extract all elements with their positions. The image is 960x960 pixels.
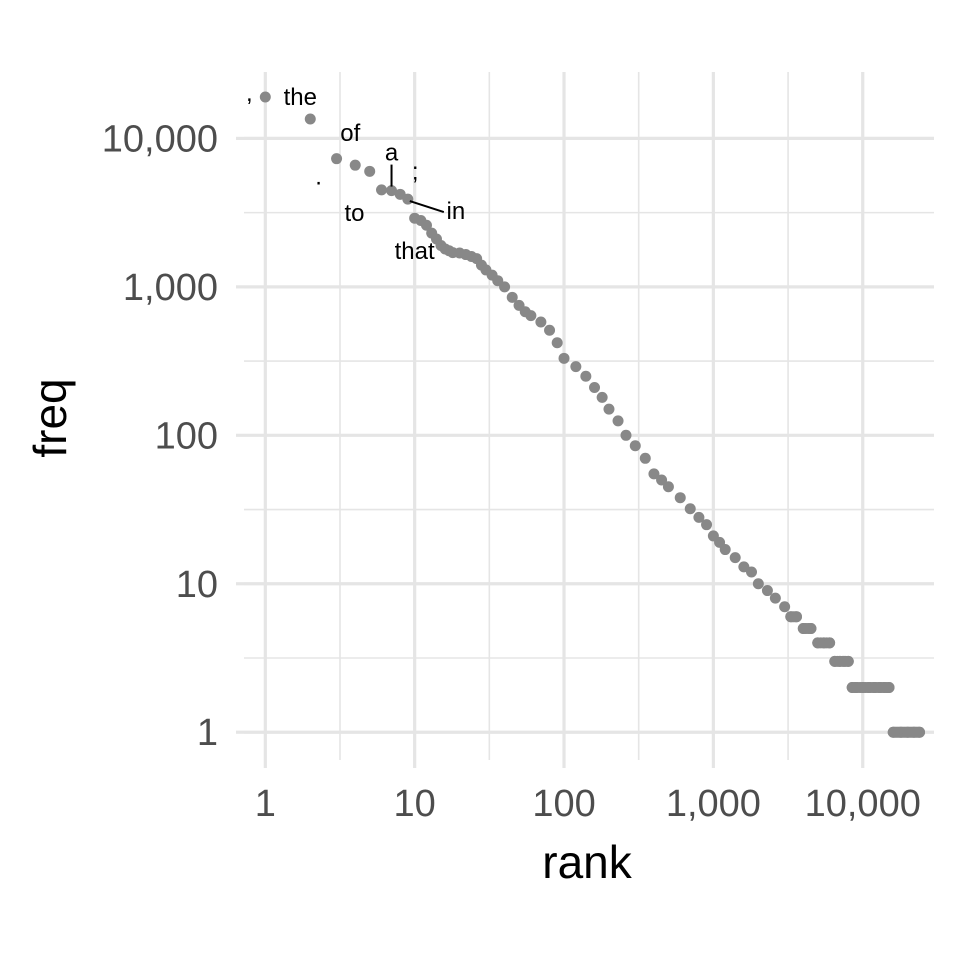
data-point <box>685 503 696 514</box>
data-point <box>305 114 316 125</box>
data-point <box>589 382 600 393</box>
grid-layer <box>244 72 934 760</box>
data-point <box>603 404 614 415</box>
y-tick-label: 100 <box>155 415 218 457</box>
data-point <box>824 637 835 648</box>
data-point <box>663 481 674 492</box>
word-label: the <box>284 84 317 111</box>
data-point <box>613 415 624 426</box>
word-label: a <box>385 140 399 167</box>
word-label: ; <box>412 158 419 185</box>
word-label: , <box>246 80 253 107</box>
x-axis-title: rank <box>542 836 632 888</box>
data-point <box>559 353 570 364</box>
x-tick-label: 100 <box>532 783 595 825</box>
x-tick-label: 10 <box>394 783 436 825</box>
data-point <box>805 623 816 634</box>
data-point <box>762 585 773 596</box>
data-point <box>260 92 271 103</box>
y-tick-label: 1 <box>197 712 218 754</box>
y-tick-label: 1,000 <box>123 267 218 309</box>
data-point <box>720 544 731 555</box>
data-point <box>580 371 591 382</box>
data-point <box>499 281 510 292</box>
word-label: of <box>340 120 360 147</box>
data-point <box>730 552 741 563</box>
data-point <box>402 194 413 205</box>
data-point <box>843 656 854 667</box>
data-point <box>535 316 546 327</box>
data-point <box>914 727 925 738</box>
data-point <box>350 160 361 171</box>
data-point <box>675 492 686 503</box>
data-point <box>701 519 712 530</box>
tick-layer: 1 10 100 1,000 10,000 1 10 100 1,000 10,000 <box>102 118 921 825</box>
data-point <box>525 310 536 321</box>
data-point <box>770 593 781 604</box>
x-tick-label: 10,000 <box>805 783 921 825</box>
data-point <box>552 337 563 348</box>
data-point <box>597 392 608 403</box>
data-point <box>544 325 555 336</box>
data-point <box>376 184 387 195</box>
data-point <box>753 578 764 589</box>
word-label: that <box>395 238 435 265</box>
x-tick-label: 1 <box>255 783 276 825</box>
data-point <box>640 453 651 464</box>
data-point <box>364 166 375 177</box>
data-point <box>746 567 757 578</box>
data-point <box>630 440 641 451</box>
data-point <box>779 601 790 612</box>
data-point <box>621 430 632 441</box>
word-label: in <box>446 198 465 225</box>
word-label: to <box>345 200 365 227</box>
x-tick-label: 1,000 <box>666 783 761 825</box>
y-tick-label: 10 <box>176 564 218 606</box>
points-layer <box>260 92 925 738</box>
y-tick-label: 10,000 <box>102 118 218 160</box>
y-axis-title: freq <box>24 378 76 457</box>
data-point <box>791 611 802 622</box>
data-point <box>331 153 342 164</box>
data-point <box>884 682 895 693</box>
word-label: . <box>315 164 322 191</box>
data-point <box>570 361 581 372</box>
